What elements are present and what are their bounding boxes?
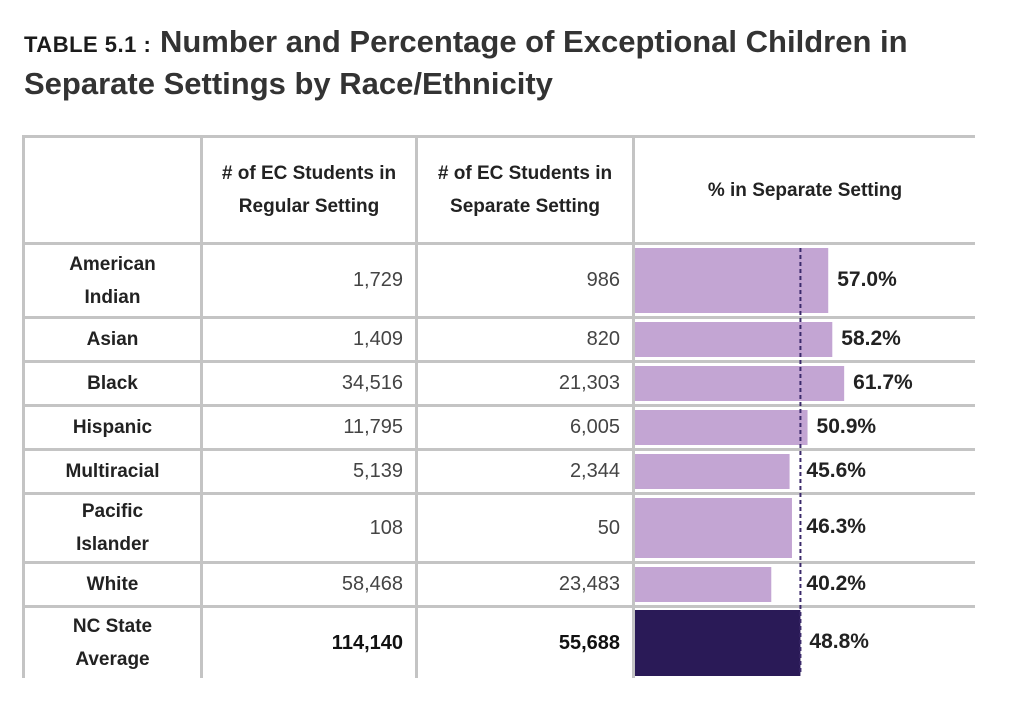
regular-count-multiracial: 5,139 [203, 451, 415, 492]
separate-count-asian: 820 [418, 319, 632, 360]
row-label-asian: Asian [25, 319, 200, 360]
bar-multiracial [635, 454, 790, 489]
separate-count-black: 21,303 [418, 363, 632, 404]
regular-count-white: 58,468 [203, 564, 415, 605]
percent-label-pacific-islander: 46.3% [806, 515, 866, 538]
bar-layer [635, 248, 845, 676]
regular-count-pacific-islander: 108 [203, 495, 415, 561]
table-number: TABLE 5.1 : [24, 32, 152, 57]
bar-white [635, 567, 772, 602]
percent-label-black: 61.7% [853, 370, 913, 394]
header-percent-separate: % in Separate Setting [635, 138, 975, 242]
row-label-hispanic: Hispanic [25, 407, 200, 448]
bar-nc-state-average [635, 610, 801, 676]
percent-label-asian: 58.2% [841, 326, 901, 350]
data-table: # of EC Students in Regular Setting # of… [22, 135, 975, 678]
row-label-american-indian: American Indian [25, 245, 200, 316]
bar-pacific-islander [635, 498, 792, 558]
percent-label-multiracial: 45.6% [806, 458, 866, 482]
table-title-text: Number and Percentage of Exceptional Chi… [24, 24, 908, 101]
row-label-multiracial: Multiracial [25, 451, 200, 492]
separate-count-pacific-islander: 50 [418, 495, 632, 561]
row-label-pacific-islander: Pacific Islander [25, 495, 200, 561]
bar-american-indian [635, 248, 829, 313]
regular-count-american-indian: 1,729 [203, 245, 415, 316]
table-title: TABLE 5.1 : Number and Percentage of Exc… [24, 22, 1004, 103]
separate-count-multiracial: 2,344 [418, 451, 632, 492]
bar-asian [635, 322, 833, 357]
bar-hispanic [635, 410, 808, 445]
regular-count-asian: 1,409 [203, 319, 415, 360]
percent-label-hispanic: 50.9% [816, 414, 877, 438]
percent-label-white: 40.2% [806, 571, 866, 595]
bar-black [635, 366, 845, 401]
row-label-black: Black [25, 363, 200, 404]
header-regular-setting: # of EC Students in Regular Setting [203, 138, 415, 242]
separate-count-white: 23,483 [418, 564, 632, 605]
regular-count-nc-state-average: 114,140 [203, 608, 415, 678]
separate-count-nc-state-average: 55,688 [418, 608, 632, 678]
corner-cell [25, 138, 200, 242]
regular-count-hispanic: 11,795 [203, 407, 415, 448]
percent-label-american-indian: 57.0% [837, 267, 897, 291]
separate-count-american-indian: 986 [418, 245, 632, 316]
header-separate-setting: # of EC Students in Separate Setting [418, 138, 632, 242]
row-label-white: White [25, 564, 200, 605]
regular-count-black: 34,516 [203, 363, 415, 404]
separate-count-hispanic: 6,005 [418, 407, 632, 448]
row-label-nc-state-average: NC State Average [25, 608, 200, 678]
percent-label-nc-state-average: 48.8% [809, 630, 869, 653]
